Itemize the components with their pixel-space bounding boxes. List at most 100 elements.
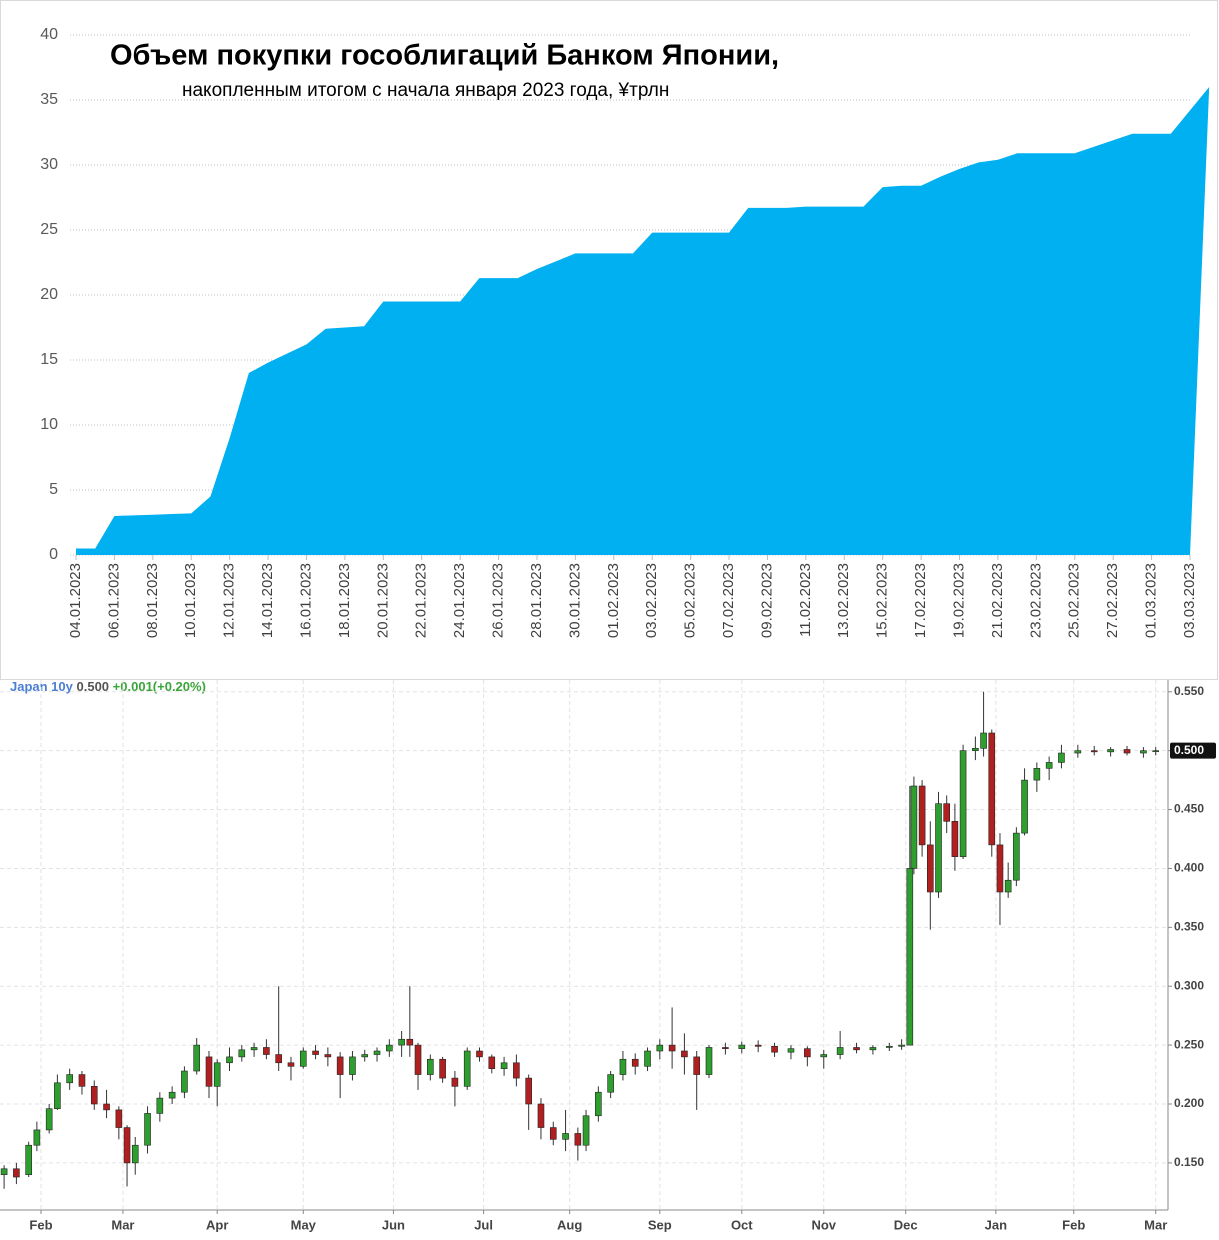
y-tick-label: 0.400 [1174,861,1204,875]
x-tick-label: 25.02.2023 [1066,563,1083,638]
y-tick-label: 25 [40,221,58,238]
x-tick-label: Apr [206,1217,228,1232]
x-tick-label: 14.01.2023 [259,563,276,638]
x-tick-label: Oct [731,1217,753,1232]
candle-body [275,1054,282,1064]
candle-body [250,1047,258,1051]
y-tick-label: 35 [40,91,58,108]
candle-body [324,1054,332,1058]
candle-body [1013,832,1020,881]
y-tick-label: 20 [40,286,58,303]
candle-body [668,1044,676,1052]
x-tick-label: Jun [382,1217,405,1232]
candle-body [537,1103,545,1128]
candle-body [1090,750,1098,753]
candle-body [595,1091,602,1117]
candle-body [935,803,942,893]
candle-body [959,750,967,857]
candle-body [500,1062,508,1069]
candle-body [0,1168,8,1175]
candle-body [1004,879,1012,893]
candle-body [836,1047,844,1055]
candle-body [193,1044,201,1072]
candle-body [1107,749,1114,753]
x-tick-label: 12.01.2023 [221,563,238,638]
candle-body [853,1047,860,1051]
candle-body [722,1047,729,1049]
y-tick-label: 0 [49,546,58,563]
candle-body [336,1056,344,1075]
candle-body [681,1050,688,1058]
x-tick-label: Dec [894,1217,918,1232]
x-tick-label: Feb [29,1217,52,1232]
x-tick-label: 16.01.2023 [297,563,314,638]
candle-body [181,1070,188,1093]
candle-body [943,803,950,822]
candle-body [349,1056,356,1075]
x-tick-label: Mar [111,1217,134,1232]
candle-body [263,1047,270,1055]
candle-body [656,1044,664,1052]
candle-body [1021,779,1028,834]
y-tick-label: 40 [40,26,58,43]
x-tick-label: 18.01.2023 [336,563,353,638]
candle-body [439,1058,446,1079]
candle-body [45,1108,53,1131]
chart-title: Объем покупки гособлигаций Банком Японии… [110,40,779,72]
x-tick-label: 11.02.2023 [797,563,814,637]
y-tick-label: 15 [40,351,58,368]
y-tick-label: 30 [40,156,58,173]
candle-body [123,1127,131,1164]
candle-body [144,1113,151,1146]
candle-body [451,1077,459,1087]
candle-body [488,1056,496,1069]
candle-body [476,1050,483,1058]
x-tick-label: 26.01.2023 [490,563,507,638]
candle-body [463,1050,471,1087]
candle-body [705,1047,713,1075]
candle-body [406,1038,414,1046]
y-tick-label: 0.250 [1174,1037,1204,1051]
instrument-header: Japan 10y 0.500 +0.001(+0.20%) [10,679,206,694]
candle-body [33,1129,41,1146]
candle-body [898,1044,905,1047]
candle-body [574,1133,582,1146]
candle-body [549,1127,557,1140]
candle-body [427,1058,434,1075]
candle-body [607,1074,614,1093]
candle-body [582,1115,590,1146]
last-price: 0.500 [77,679,110,694]
x-tick-label: 22.01.2023 [413,563,430,638]
candle-body [312,1050,319,1055]
x-tick-label: 07.02.2023 [720,563,737,638]
candle-body [66,1074,73,1084]
x-tick-label: 01.02.2023 [605,563,622,638]
x-tick-label: 24.01.2023 [451,563,468,638]
candle-body [386,1044,393,1052]
last-price-box [1170,742,1216,759]
x-tick-label: 03.02.2023 [643,563,660,638]
candle-body [951,821,959,857]
y-tick-label: 5 [49,481,58,498]
x-tick-label: 01.03.2023 [1143,563,1160,638]
candle-body [131,1144,139,1164]
x-tick-label: 09.02.2023 [758,563,775,638]
x-tick-label: 27.02.2023 [1104,563,1121,638]
candle-body [1123,749,1131,754]
candle-body [1140,750,1147,754]
candle-body [299,1050,307,1067]
y-tick-label: 0.200 [1174,1096,1204,1110]
candle-body [213,1062,221,1087]
candle-body [787,1048,795,1053]
candle-body [287,1062,295,1067]
candle-body [906,868,914,1046]
y-tick-label: 0.550 [1174,684,1204,698]
y-tick-label: 0.350 [1174,920,1204,934]
x-tick-label: 08.01.2023 [144,563,161,638]
x-tick-label: 03.03.2023 [1181,563,1198,638]
y-tick-label: 0.300 [1174,978,1204,992]
candle-body [525,1077,532,1105]
x-tick-label: 05.02.2023 [682,563,699,638]
candle-body [205,1056,213,1087]
candle-body [804,1048,811,1058]
